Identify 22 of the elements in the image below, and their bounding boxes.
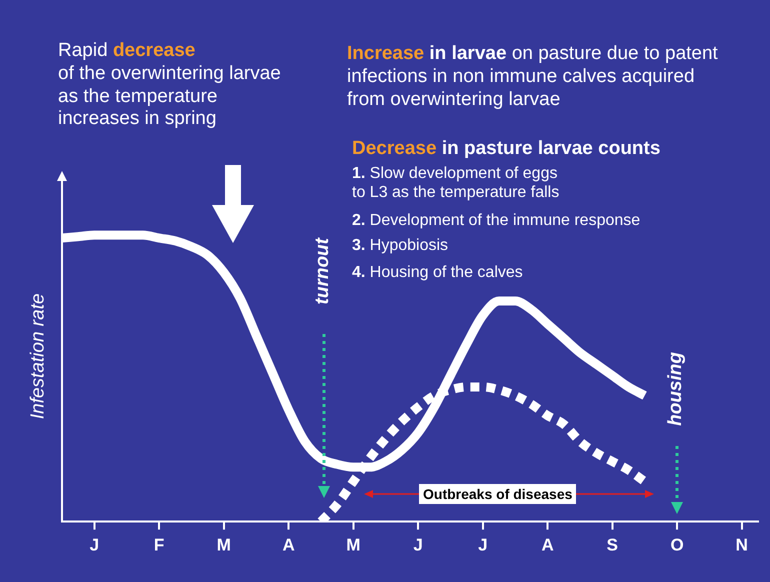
annotation: 3. Hypobiosis (352, 236, 448, 256)
x-tick-label: O (670, 535, 684, 554)
x-tick-label: M (346, 535, 360, 554)
annotation: turnout (312, 238, 334, 304)
x-tick-label: S (606, 535, 618, 554)
annotation: 4. Housing of the calves (352, 263, 523, 282)
annotation: housing (665, 352, 687, 426)
text: Decrease in pasture larvae counts (352, 138, 660, 159)
x-tick-label: M (216, 535, 231, 554)
y-axis-title: Infestation rate (27, 293, 48, 420)
x-tick-label: N (736, 535, 748, 554)
x-tick-label: J (478, 535, 488, 554)
x-tick-label: J (90, 535, 100, 554)
text: 2. Development of the immune response (352, 211, 640, 230)
x-tick-label: J (413, 535, 423, 554)
x-tick-label: F (154, 535, 164, 554)
text: Rapid decrease of the overwintering larvae as the temperature increases in spring (58, 40, 281, 130)
annotation: Outbreaks of diseases (419, 484, 576, 504)
text: Increase in larvae on pasture due to patent infections in non immune calves acquired from overwintering larvae (347, 43, 718, 110)
x-tick-label: A (282, 535, 295, 554)
text: 1. Slow development of eggs to L3 as the temperature falls (352, 164, 560, 202)
x-tick-label: A (541, 535, 554, 554)
